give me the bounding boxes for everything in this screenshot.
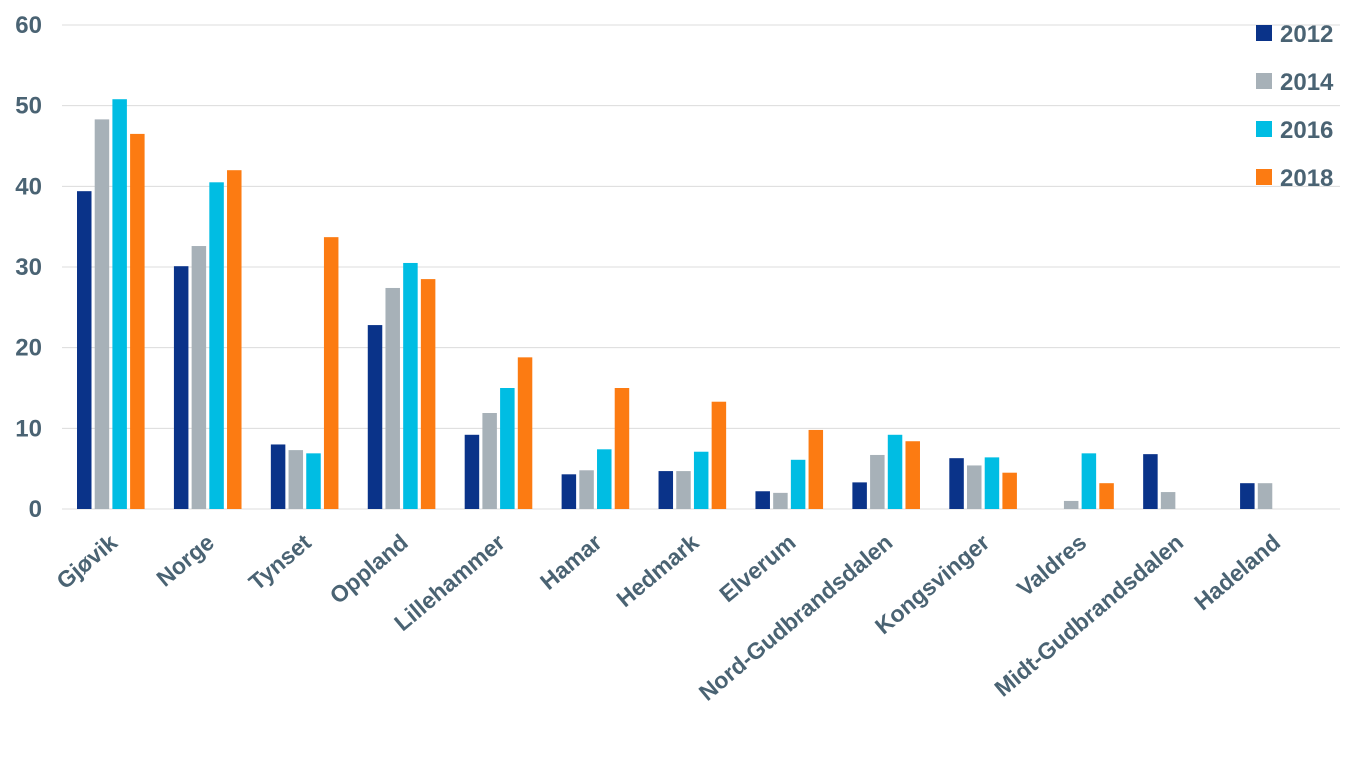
bar-2014-valdres: [1063, 500, 1079, 509]
bar-2016-norge: [209, 182, 224, 510]
bar-2012-tynset: [270, 444, 286, 509]
category-label: Hadeland: [1189, 529, 1285, 615]
bar-2016-tynset: [306, 453, 321, 509]
category-label: Valdres: [1012, 529, 1091, 602]
bar-2018-gjøvik: [130, 133, 145, 509]
y-tick-label: 40: [15, 173, 42, 200]
bar-2018-elverum: [808, 429, 824, 509]
bar-2012-midt-gudbrandsdalen: [1143, 454, 1158, 509]
y-tick-label: 60: [15, 12, 42, 39]
bar-2014-lillehammer: [482, 413, 497, 509]
legend-swatch: [1256, 121, 1272, 137]
bar-2014-midt-gudbrandsdalen: [1160, 492, 1176, 509]
bar-2012-gjøvik: [77, 191, 92, 509]
category-label: Hamar: [535, 529, 607, 595]
bar-2016-elverum: [790, 459, 806, 509]
bar-2014-hamar: [579, 470, 594, 509]
legend-label: 2018: [1280, 165, 1333, 192]
bar-2018-nord-gudbrandsdalen: [905, 441, 920, 509]
legend-swatch: [1256, 25, 1272, 41]
category-label: Hedmark: [611, 529, 703, 612]
legend-label: 2014: [1280, 69, 1334, 96]
bar-2016-valdres: [1081, 453, 1097, 509]
bar-2014-kongsvinger: [967, 465, 982, 509]
y-tick-label: 50: [15, 93, 42, 120]
bar-2018-hamar: [614, 388, 630, 509]
bar-2018-hedmark: [711, 401, 727, 509]
y-tick-label: 0: [29, 496, 42, 523]
bar-2014-elverum: [773, 492, 788, 509]
legend-label: 2012: [1280, 21, 1333, 48]
bar-2014-oppland: [385, 287, 400, 509]
bar-2016-nord-gudbrandsdalen: [887, 434, 903, 509]
bar-2018-norge: [227, 170, 242, 509]
y-axis: 0 10 20 30 40 50 60: [15, 12, 42, 523]
legend-label: 2016: [1280, 117, 1333, 144]
bar-2014-nord-gudbrandsdalen: [870, 454, 885, 509]
bar-2016-kongsvinger: [984, 457, 1000, 509]
bar-2014-tynset: [288, 450, 304, 509]
category-label: Midt-Gudbrandsdalen: [989, 529, 1188, 702]
category-label: Oppland: [325, 529, 413, 609]
category-label: Norge: [151, 529, 219, 592]
legend: 2012 2014 2016 2018: [1256, 21, 1334, 192]
y-tick-label: 20: [15, 335, 42, 362]
gridlines: [62, 24, 1340, 510]
bar-2012-norge: [173, 266, 189, 509]
y-tick-label: 10: [15, 415, 42, 442]
bar-2014-hadeland: [1257, 483, 1273, 509]
bar-2012-nord-gudbrandsdalen: [852, 482, 867, 509]
bar-2012-oppland: [367, 325, 383, 509]
bar-2016-oppland: [403, 262, 418, 509]
bar-2014-norge: [191, 246, 207, 509]
bar-2018-tynset: [323, 237, 339, 510]
bar-2014-gjøvik: [94, 119, 110, 509]
legend-swatch: [1256, 169, 1272, 185]
bar-2016-lillehammer: [500, 388, 515, 509]
bar-2016-hamar: [597, 449, 612, 509]
category-label: Nord-Gudbrandsdalen: [694, 529, 898, 706]
bar-2018-lillehammer: [517, 357, 533, 509]
legend-swatch: [1256, 73, 1272, 89]
bar-2012-kongsvinger: [949, 458, 964, 509]
bar-2016-hedmark: [693, 451, 709, 509]
bar-2018-valdres: [1099, 483, 1114, 509]
bar-2014-hedmark: [676, 471, 691, 509]
bar-2016-gjøvik: [112, 99, 127, 510]
bar-2018-kongsvinger: [1002, 472, 1017, 509]
bar-2012-lillehammer: [464, 434, 480, 509]
bar-2012-hedmark: [658, 471, 674, 509]
bar-2012-hadeland: [1240, 483, 1255, 509]
category-label: Elverum: [714, 529, 800, 607]
category-label: Tynset: [244, 529, 316, 596]
bar-2012-hamar: [561, 474, 577, 509]
bar-2018-oppland: [420, 279, 436, 509]
y-tick-label: 30: [15, 254, 42, 281]
bars: [77, 99, 1273, 510]
bar-2012-elverum: [755, 491, 770, 509]
category-label: Gjøvik: [51, 529, 122, 594]
